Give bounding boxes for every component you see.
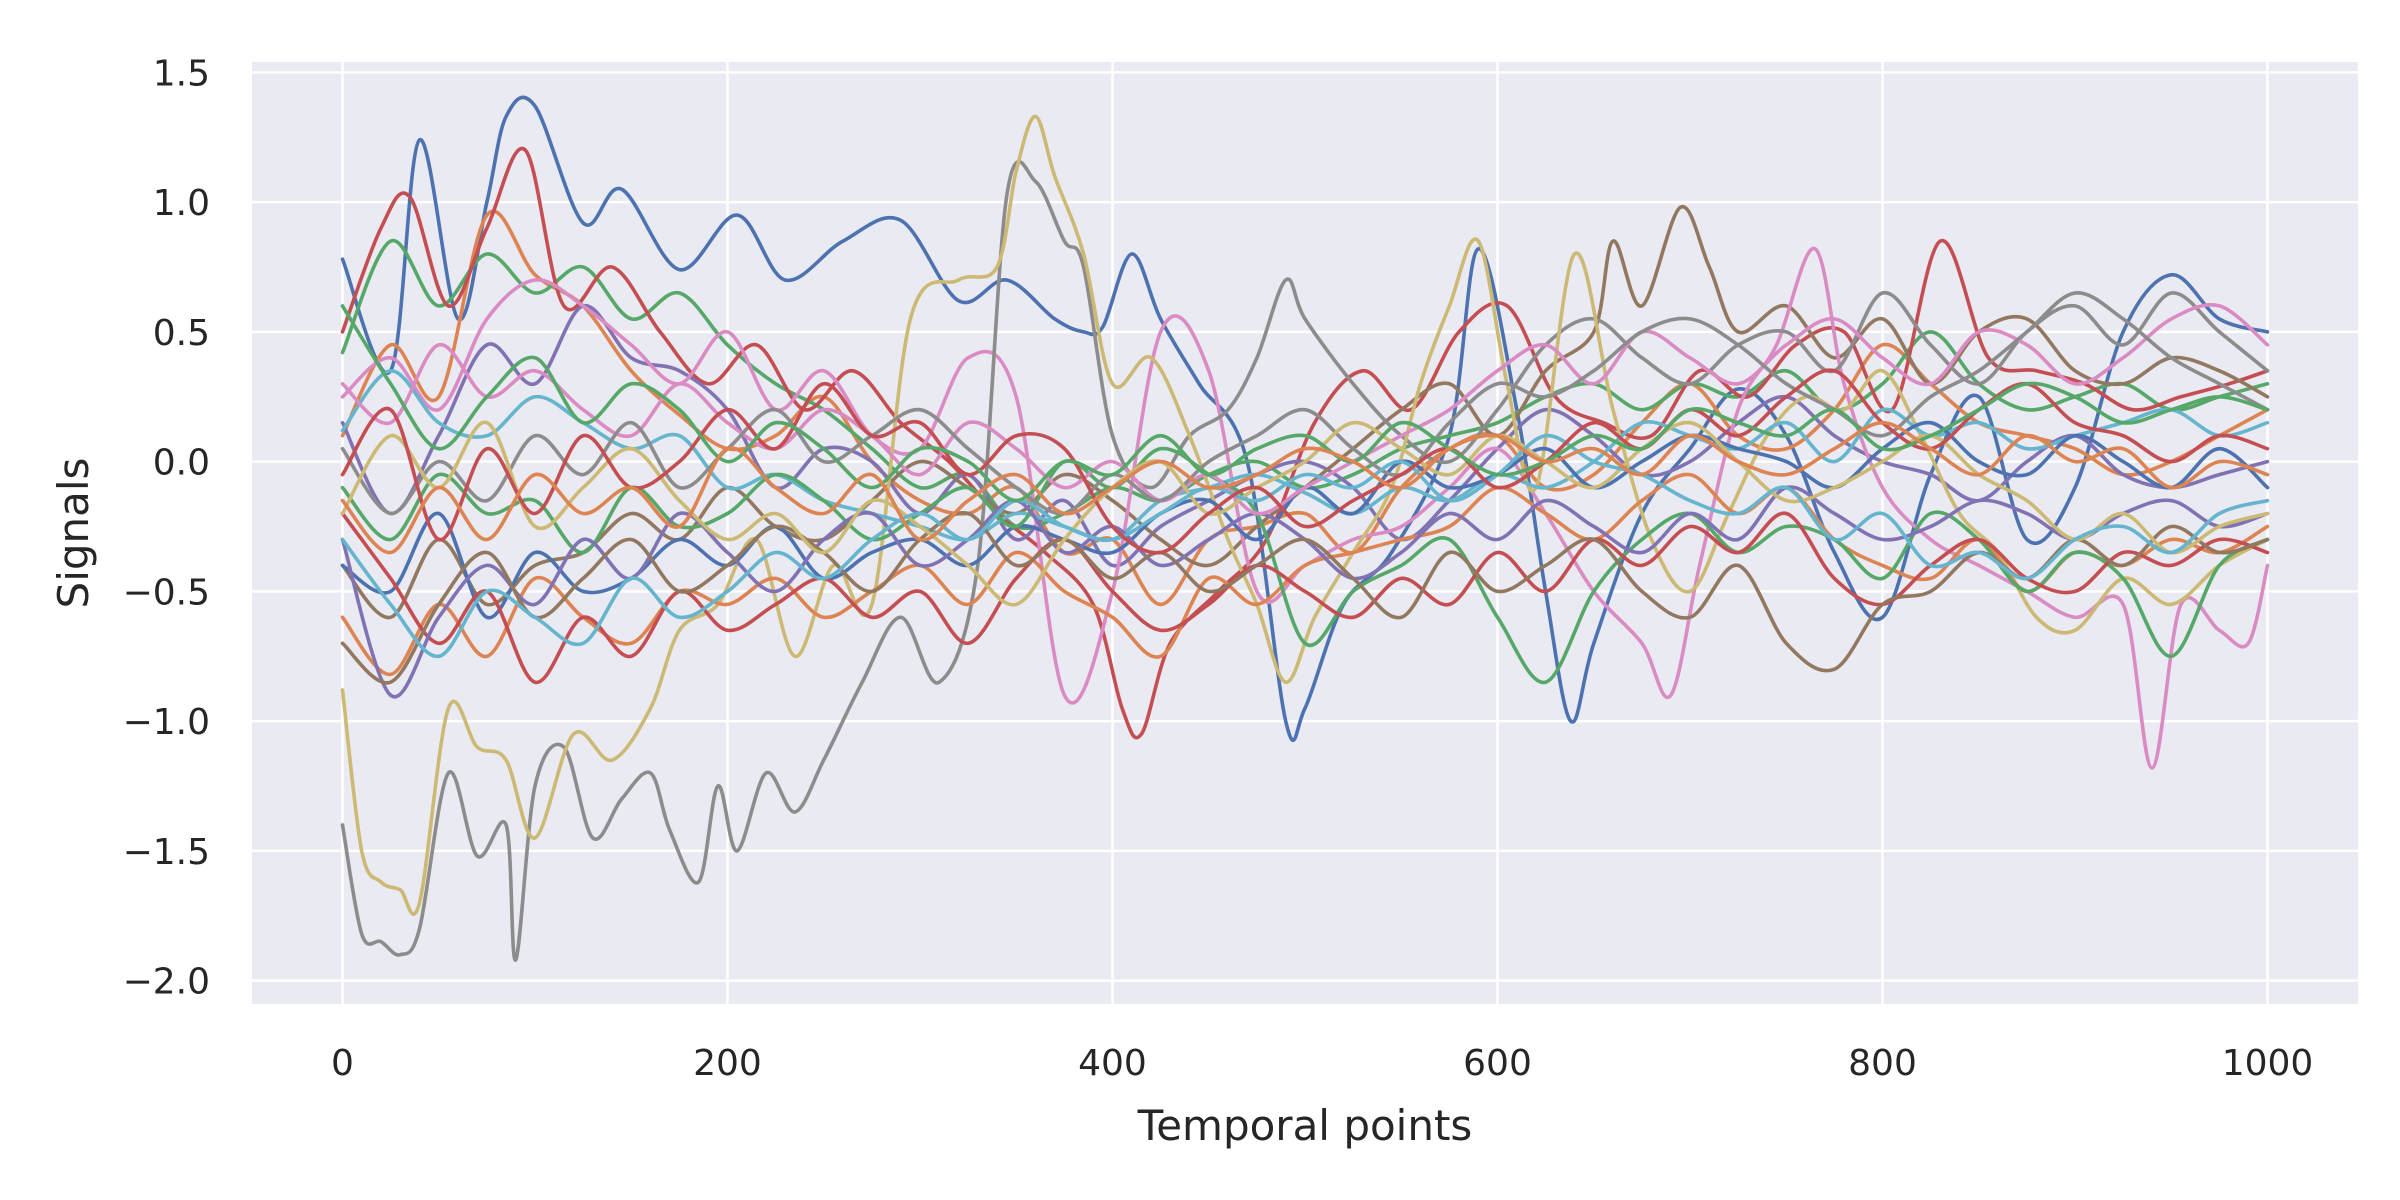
series-line-6 — [340, 205, 2270, 620]
y-tick-labels: −2.0 −1.5 −1.0 −0.5 0.0 0.5 1.0 1.5 — [123, 53, 210, 1002]
y-tick-label: 0.5 — [153, 313, 210, 354]
series-line-23 — [340, 420, 2270, 555]
x-tick-label: 0 — [331, 1043, 354, 1084]
y-tick-label: 0.0 — [153, 443, 210, 484]
series-layer — [340, 95, 2270, 962]
y-tick-label: 1.0 — [153, 183, 210, 224]
x-axis-label: Temporal points — [1137, 1101, 1473, 1150]
y-tick-label: −1.0 — [123, 702, 210, 743]
series-line-19 — [340, 420, 2270, 607]
y-tick-label: −2.0 — [123, 962, 210, 1003]
series-line-22 — [340, 304, 2270, 503]
x-tick-label: 400 — [1078, 1043, 1147, 1084]
x-tick-label: 200 — [693, 1043, 762, 1084]
series-line-14 — [340, 511, 2270, 684]
x-tick-labels: 0 200 400 600 800 1000 — [331, 1043, 2313, 1084]
series-line-1 — [340, 95, 2270, 742]
y-tick-label: 1.5 — [153, 53, 210, 94]
series-line-20 — [340, 433, 2270, 659]
y-axis-label: Signals — [49, 458, 98, 609]
series-line-12 — [340, 472, 2270, 677]
series-line-16 — [340, 511, 2270, 685]
x-tick-label: 800 — [1848, 1043, 1917, 1084]
y-tick-label: −0.5 — [123, 572, 210, 613]
y-tick-label: −1.5 — [123, 832, 210, 873]
series-line-8 — [340, 159, 2270, 962]
series-line-21 — [340, 368, 2270, 555]
x-tick-label: 600 — [1463, 1043, 1532, 1084]
x-tick-label: 1000 — [2222, 1043, 2314, 1084]
series-line-18 — [340, 291, 2270, 516]
